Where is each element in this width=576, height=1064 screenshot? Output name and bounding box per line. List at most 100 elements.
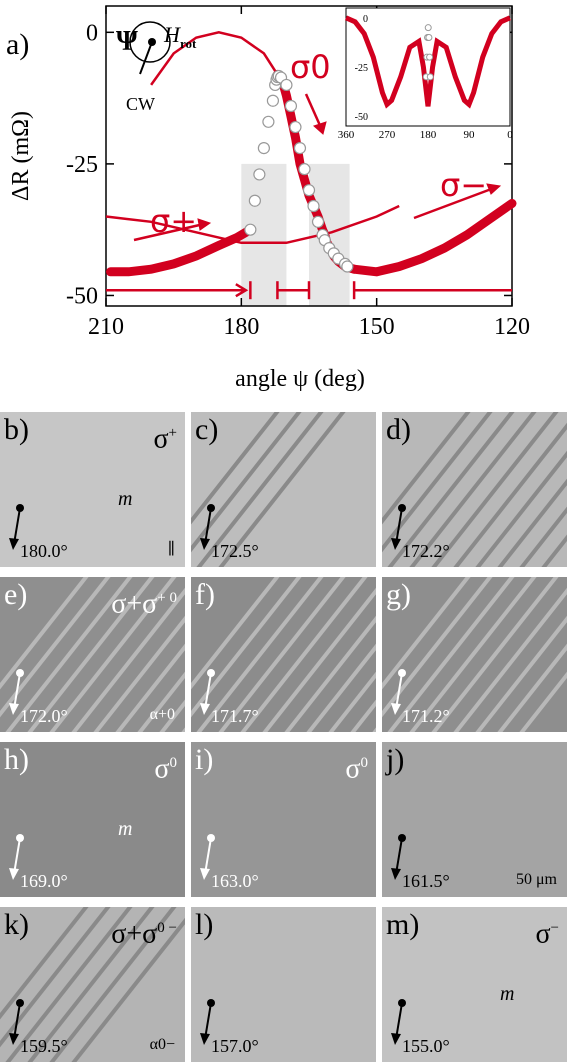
panel-texture	[382, 577, 567, 732]
domain-stripe	[475, 450, 567, 567]
domain-stripe	[497, 478, 567, 567]
panel-texture	[391, 834, 406, 880]
micrograph-panel: f) 171.7°	[191, 577, 376, 732]
plot-frame	[105, 5, 513, 307]
panel-texture	[9, 504, 24, 550]
panel-label: i)	[195, 743, 214, 776]
reference-curve-1	[105, 204, 400, 245]
panel-label: b)	[4, 413, 29, 446]
field-arrowhead	[9, 703, 19, 715]
panel-angle: 171.7°	[211, 706, 259, 726]
field-arrow	[395, 672, 403, 710]
panel-angle: 171.2°	[402, 706, 450, 726]
domain-stripe	[541, 534, 567, 567]
domain-stripe	[382, 577, 471, 690]
domain-stripe	[409, 412, 537, 567]
moment-label: m	[118, 488, 133, 510]
field-arrow	[395, 1002, 403, 1040]
arrow-sigma-plus	[133, 222, 205, 242]
data-point	[298, 163, 311, 176]
inset-x-tick-label: 360	[338, 129, 355, 141]
y-axis-label: ΔR (mΩ)	[8, 111, 34, 201]
panel-state-text: σ	[153, 423, 169, 455]
panel-label: c)	[195, 413, 219, 446]
domain-stripe	[27, 907, 155, 1062]
panel-texture	[191, 577, 376, 732]
field-arrowhead	[200, 1033, 210, 1045]
field-arrowhead	[200, 703, 210, 715]
domain-stripe	[284, 615, 376, 732]
panel-label: e)	[4, 578, 28, 611]
domain-stripe	[115, 643, 185, 732]
panel-state-superscript: +	[168, 425, 177, 441]
h-rot-label: H	[163, 22, 181, 47]
inset-y-tick-label: -25	[355, 63, 368, 74]
panel-texture	[191, 412, 346, 567]
inset-y-tick-label: -50	[355, 112, 368, 123]
panel-angle: 161.5°	[402, 871, 450, 891]
field-arrowhead	[200, 868, 210, 880]
domain-stripe	[0, 577, 111, 718]
data-point	[293, 142, 307, 155]
h-rot-subscript: rot	[180, 36, 197, 51]
domain-stripe	[218, 412, 346, 567]
domain-stripe	[5, 577, 133, 732]
field-arrow	[204, 507, 212, 545]
panel-label: k)	[4, 908, 29, 941]
panel-texture	[9, 834, 24, 880]
panel-state-text: σ+σ	[111, 918, 158, 950]
label-sigma-minus: σ−	[440, 166, 487, 204]
field-arrow	[13, 837, 21, 875]
arrow-sigma-minus	[413, 186, 495, 220]
panel-texture	[0, 907, 185, 1062]
micrograph-panel: g) 171.2°	[382, 577, 567, 732]
panel-state-label: σ0	[154, 748, 177, 784]
panel-angle: 172.5°	[211, 541, 259, 561]
x-tick-label: 180	[223, 314, 259, 340]
data-point	[284, 99, 298, 113]
inset-point	[425, 34, 433, 41]
panel-annotation: α+0	[149, 706, 175, 723]
panel-angle: 159.5°	[20, 1036, 68, 1056]
data-point	[280, 78, 293, 92]
x-axis-label: angle ψ (deg)	[235, 366, 365, 392]
inset-point	[424, 24, 432, 32]
inset-point	[426, 73, 434, 81]
panel-state-text: σ	[154, 753, 170, 785]
domain-stripe	[382, 412, 493, 553]
inset-y-tick-label: 0	[363, 14, 368, 25]
panel-annotation: ∥	[167, 541, 175, 558]
panel-state-superscript: 0 −	[157, 920, 177, 936]
x-tick-label: 120	[494, 314, 530, 340]
panel-angle: 180.0°	[20, 541, 68, 561]
field-arrow	[13, 672, 21, 710]
arrowhead	[486, 183, 502, 195]
y-tick-label: -25	[66, 152, 98, 178]
domain-stripe	[159, 699, 185, 732]
panel-state-label: σ0	[345, 748, 368, 784]
rotation-vector	[139, 41, 153, 75]
panel-label: l)	[195, 908, 214, 941]
domain-stripe	[5, 907, 133, 1062]
reference-curve-0	[150, 31, 279, 86]
panel-texture	[200, 999, 215, 1045]
domain-stripe	[0, 577, 89, 690]
domain-stripe	[306, 643, 376, 732]
panel-label: g)	[386, 578, 411, 611]
panel-label: m)	[386, 908, 420, 941]
micrograph-panel: m) 155.0° σ− m	[382, 907, 567, 1062]
micrograph-panel: e) 172.0° σ+σ+ 0 α+0	[0, 577, 185, 732]
panel-angle: 155.0°	[402, 1036, 450, 1056]
field-arrowhead	[391, 538, 401, 550]
field-arrow	[395, 837, 403, 875]
field-arrowhead	[391, 1033, 401, 1045]
domain-stripe	[262, 587, 376, 732]
panel-label: f)	[195, 578, 215, 611]
domain-stripe	[519, 506, 567, 567]
micrograph-panel: i) 163.0° σ0	[191, 742, 376, 897]
domain-stripe	[27, 577, 155, 732]
data-point	[289, 120, 302, 134]
domain-stripe	[0, 907, 89, 1020]
domain-stripe	[49, 577, 177, 732]
panel-angle: 163.0°	[211, 871, 259, 891]
